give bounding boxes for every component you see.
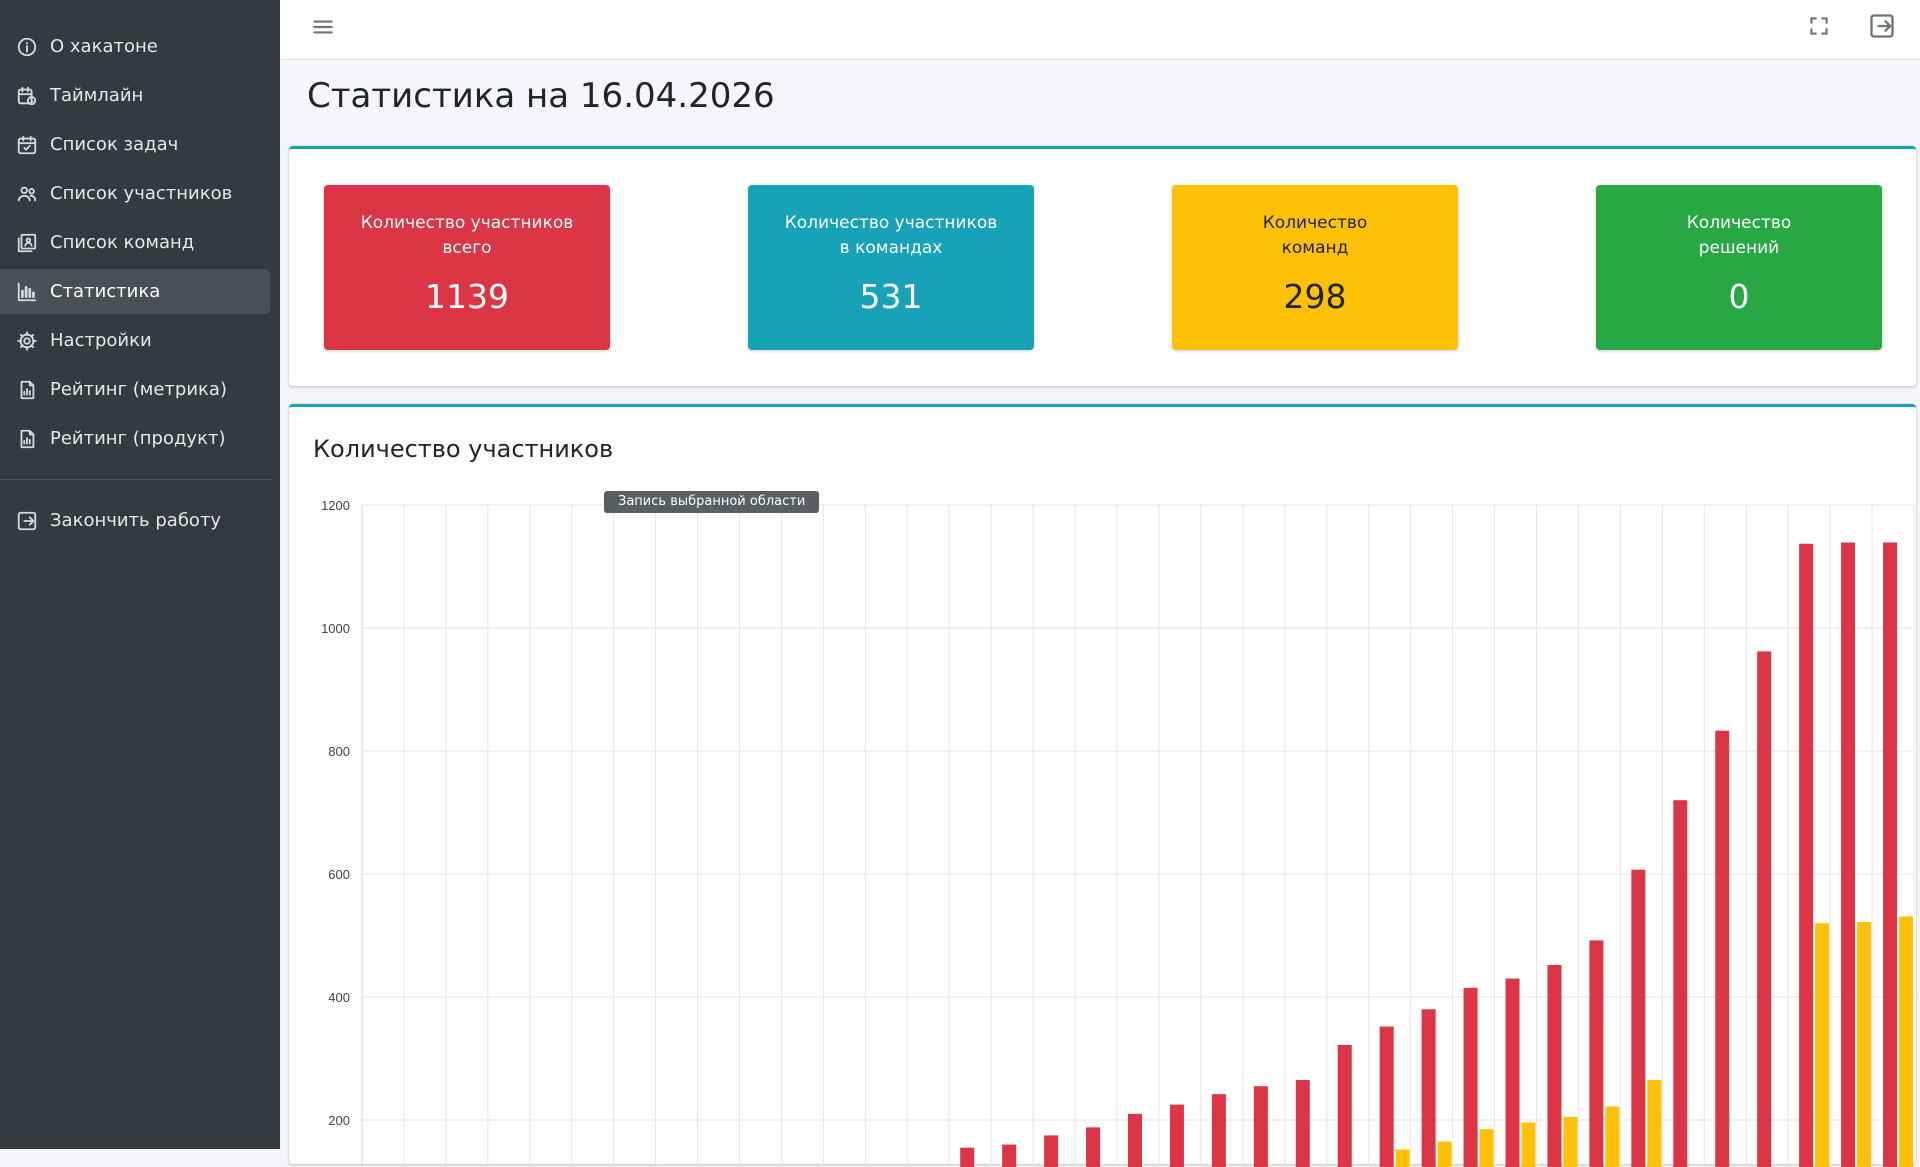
sidebar-item-logout[interactable]: Закончить работу (0, 498, 270, 543)
report-icon (16, 379, 38, 401)
stat-label: Количество решений (1686, 213, 1792, 258)
chart-bar (1647, 1080, 1662, 1167)
info-icon (16, 36, 38, 58)
y-tick-label: 800 (328, 744, 350, 759)
chart-bar (1563, 1116, 1578, 1167)
logout-icon (16, 510, 38, 532)
chart-bar (1337, 1044, 1352, 1167)
participants-chart[interactable]: 200 400 600 800 1000 1200 (289, 487, 1916, 1167)
stat-value: 1139 (425, 277, 509, 316)
calendar-check-icon (16, 134, 38, 156)
contacts-list-icon (16, 232, 38, 254)
chart-bar (1521, 1122, 1536, 1167)
chart-bar (1086, 1127, 1101, 1167)
chart-bar (1857, 921, 1872, 1167)
chart-bar (1883, 542, 1898, 1167)
sidebar-item-label: Статистика (50, 281, 161, 302)
y-tick-label: 600 (328, 867, 350, 882)
bar-chart-icon (16, 281, 38, 303)
calendar-clock-icon (16, 85, 38, 107)
page-title: Статистика на 16.04.2026 (307, 76, 775, 116)
chart-bar (1379, 1026, 1394, 1167)
sidebar-item-label: Рейтинг (продукт) (50, 428, 226, 449)
chart-bar (1128, 1113, 1142, 1167)
sidebar-item-rating-metric[interactable]: Рейтинг (метрика) (0, 367, 270, 412)
y-tick-label: 400 (328, 990, 350, 1005)
sidebar-item-label: Настройки (50, 330, 152, 351)
report-icon (16, 428, 38, 450)
sidebar-item-label: Список команд (50, 232, 195, 253)
chart-bar (1899, 916, 1914, 1167)
sidebar-item-teams[interactable]: Список команд (0, 220, 270, 265)
sidebar-divider (0, 479, 272, 480)
chart-bar (1169, 1104, 1184, 1167)
chart-bar (1589, 940, 1604, 1167)
chart-bar (960, 1147, 975, 1167)
stat-value: 0 (1728, 277, 1750, 316)
fullscreen-icon[interactable] (1806, 13, 1832, 39)
chart-bar (1044, 1135, 1059, 1167)
sidebar-item-participants[interactable]: Список участников (0, 171, 270, 216)
stat-label: Количество участников в командах (784, 213, 998, 258)
sidebar-item-settings[interactable]: Настройки (0, 318, 270, 363)
chart-bar (1395, 1149, 1410, 1167)
chart-bar (1799, 543, 1814, 1167)
stat-label: Количество участников всего (360, 213, 574, 258)
sidebar-item-label: Список задач (50, 134, 179, 155)
stat-teams: Количество команд 298 (1172, 185, 1458, 350)
sidebar: О хакатоне Таймлайн Список задач Список уча… (0, 0, 280, 1149)
stat-value: 531 (859, 277, 923, 316)
sidebar-item-label: Рейтинг (метрика) (50, 379, 227, 400)
gear-icon (16, 330, 38, 352)
logout-icon[interactable] (1868, 12, 1896, 40)
chart-bar (1437, 1141, 1452, 1167)
chart-bar (1253, 1086, 1268, 1167)
chart-bar (1605, 1106, 1620, 1167)
chart-bar (1547, 965, 1562, 1167)
sidebar-item-about[interactable]: О хакатоне (0, 24, 270, 69)
hamburger-icon[interactable] (310, 14, 336, 40)
sidebar-nav: О хакатоне Таймлайн Список задач Список уча… (0, 24, 280, 461)
chart-bar (1757, 651, 1772, 1167)
y-tick-label: 1000 (321, 621, 350, 636)
sidebar-item-label: Закончить работу (50, 510, 222, 531)
stat-value: 298 (1283, 277, 1347, 316)
chart-bar (1673, 800, 1688, 1167)
chart-bar (1815, 923, 1830, 1167)
top-navbar (280, 0, 1920, 60)
stat-label: Количество команд (1262, 213, 1368, 258)
stat-total-participants: Количество участников всего 1139 (324, 185, 610, 350)
users-icon (16, 183, 38, 205)
chart-bar (1421, 1009, 1436, 1167)
stat-participants-in-teams: Количество участников в командах 531 (748, 185, 1034, 350)
sidebar-item-label: О хакатоне (50, 36, 158, 57)
chart-bar (1479, 1129, 1494, 1167)
chart-bar (1841, 542, 1856, 1167)
y-tick-label: 200 (328, 1113, 350, 1128)
stat-solutions: Количество решений 0 (1596, 185, 1882, 350)
y-tick-label: 1200 (321, 498, 350, 513)
chart-card: Количество участников 200 400 600 800 1000 12… (289, 404, 1916, 1167)
chart-bar (1631, 869, 1646, 1167)
chart-bar (1002, 1144, 1017, 1167)
sidebar-item-tasks[interactable]: Список задач (0, 122, 270, 167)
sidebar-item-label: Таймлайн (50, 85, 144, 106)
chart-bar (1211, 1094, 1226, 1167)
sidebar-item-rating-product[interactable]: Рейтинг (продукт) (0, 416, 270, 461)
selection-tooltip: Запись выбранной области (604, 491, 820, 513)
chart-title: Количество участников (313, 435, 614, 463)
chart-bar (1505, 978, 1520, 1167)
chart-bar (1715, 730, 1730, 1167)
chart-bar (1295, 1080, 1310, 1167)
sidebar-item-timeline[interactable]: Таймлайн (0, 73, 270, 118)
sidebar-item-label: Список участников (50, 183, 233, 204)
sidebar-item-statistics[interactable]: Статистика (0, 269, 270, 314)
stats-card: Количество участников всего 1139 Количес… (289, 146, 1916, 386)
chart-bar (1463, 987, 1478, 1167)
